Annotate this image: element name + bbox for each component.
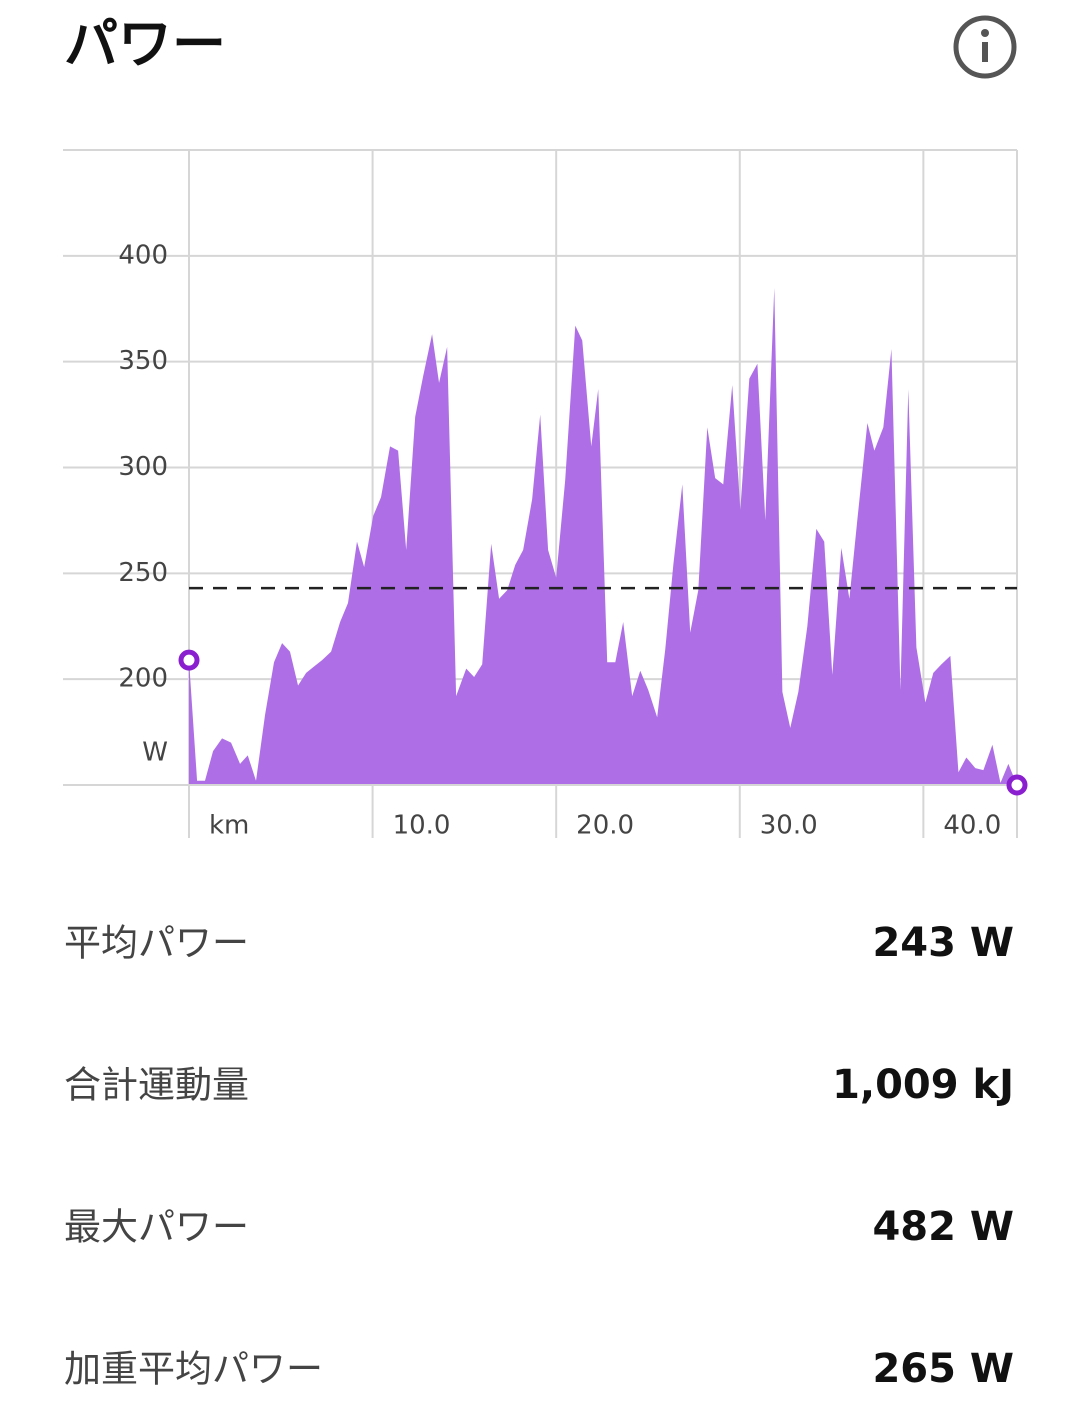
info-dot[interactable] — [981, 29, 989, 37]
stat-value: 482 W — [872, 1204, 1014, 1250]
stats: 平均パワー 243 W 合計運動量 1,009 kJ 最大パワー 482 W 加重平均パワー… — [64, 920, 1014, 1392]
stat-value: 243 W — [872, 920, 1014, 966]
power-area — [189, 287, 1017, 785]
y-tick-label: 300 — [118, 452, 168, 482]
y-tick-label: 200 — [118, 664, 168, 694]
stat-value: 265 W — [872, 1346, 1014, 1392]
y-tick-label: 350 — [118, 346, 168, 376]
x-tick-label: 30.0 — [760, 811, 818, 841]
chart: 200 250 300 350 400 W 10.0 20.0 30.0 40.0 km — [63, 149, 1028, 841]
stat-label: 加重平均パワー — [64, 1348, 323, 1391]
end-marker — [178, 649, 200, 671]
x-tick-label: 10.0 — [393, 811, 451, 841]
stat-label: 合計運動量 — [64, 1064, 249, 1107]
stat-label: 平均パワー — [64, 922, 249, 965]
y-tick-label: 400 — [118, 240, 168, 270]
y-tick-label: 250 — [118, 558, 168, 588]
y-axis-label: W — [142, 738, 168, 768]
end-marker — [1006, 774, 1028, 796]
stat-value: 1,009 kJ — [832, 1062, 1014, 1108]
title: パワー — [64, 13, 226, 76]
info-circle[interactable] — [953, 15, 1017, 79]
stat-label: 最大パワー — [64, 1206, 249, 1249]
x-tick-label: 40.0 — [943, 811, 1001, 841]
info-button[interactable] — [953, 15, 1017, 79]
x-tick-label: 20.0 — [576, 811, 634, 841]
x-axis-label: km — [209, 811, 249, 841]
info-stem[interactable] — [982, 42, 988, 62]
